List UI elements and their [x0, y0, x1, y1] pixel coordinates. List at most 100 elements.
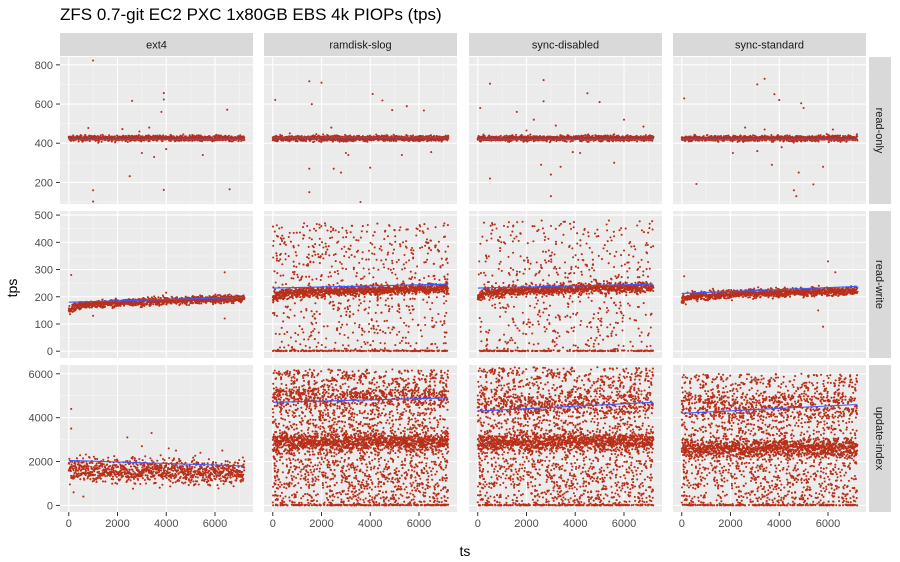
y-tick-label: 400	[35, 237, 53, 249]
data-point	[571, 151, 574, 154]
data-point	[116, 135, 120, 138]
data-point	[515, 110, 518, 113]
panel-read-only-ext4	[60, 57, 253, 204]
y-tick-label: 300	[35, 265, 53, 277]
data-point	[855, 133, 858, 136]
x-axis-title: ts	[460, 543, 471, 559]
data-point	[110, 140, 113, 143]
data-point	[201, 153, 204, 157]
data-point	[146, 303, 149, 306]
y-tick-label: 400	[35, 138, 53, 150]
data-point	[310, 103, 313, 106]
data-point	[68, 304, 71, 308]
facet-grid: ext4 ramdisk-slog sync-disabled sync-standa…	[29, 33, 891, 530]
data-point	[369, 166, 372, 169]
data-point	[800, 102, 803, 105]
data-point	[773, 93, 776, 96]
data-point	[827, 141, 830, 144]
data-point	[140, 151, 143, 155]
data-point	[797, 171, 800, 174]
data-point	[313, 140, 316, 143]
data-point	[308, 167, 311, 170]
y-tick-label: 200	[35, 177, 53, 189]
y-tick-label: 600	[35, 99, 53, 111]
data-point	[322, 133, 325, 136]
data-point	[153, 155, 156, 159]
data-point	[344, 151, 347, 155]
data-point	[162, 134, 165, 137]
data-point	[430, 151, 433, 154]
data-point	[529, 133, 532, 136]
column-strip	[673, 33, 866, 56]
data-point	[121, 128, 124, 131]
data-point	[819, 134, 822, 137]
data-point	[706, 133, 709, 137]
chart-title: ZFS 0.7-git EC2 PXC 1x80GB EBS 4k PIOPs …	[60, 5, 442, 24]
data-point	[308, 191, 311, 194]
data-point	[339, 171, 343, 174]
panel-read-only-ramdisk-slog	[264, 57, 457, 204]
row-strip	[869, 57, 891, 204]
data-point	[642, 125, 645, 128]
data-point	[101, 298, 104, 301]
data-point	[84, 133, 87, 136]
data-point	[792, 189, 795, 192]
data-point	[162, 92, 165, 95]
data-point	[121, 139, 124, 142]
data-point	[591, 134, 594, 137]
y-tick-label: 200	[35, 292, 53, 304]
data-point	[405, 105, 408, 108]
data-point	[92, 59, 95, 62]
data-point	[586, 92, 589, 95]
data-point	[108, 134, 111, 137]
data-point	[786, 134, 789, 137]
data-point	[182, 133, 185, 136]
data-point	[100, 140, 103, 143]
data-point	[488, 134, 491, 137]
data-point	[308, 80, 311, 83]
data-point	[651, 139, 654, 142]
y-axis-title: tps	[4, 279, 20, 298]
data-point	[525, 129, 528, 132]
data-point	[165, 148, 168, 151]
data-point	[347, 153, 350, 157]
data-point	[72, 134, 75, 137]
data-point	[559, 165, 562, 168]
data-point	[756, 150, 759, 153]
data-point	[70, 139, 73, 142]
data-point	[395, 140, 398, 143]
column-strip-label: ext4	[146, 40, 167, 52]
data-point	[695, 182, 698, 186]
data-point	[811, 140, 814, 143]
data-point	[359, 200, 362, 204]
data-point	[652, 135, 655, 138]
data-point	[812, 183, 815, 186]
data-point	[488, 177, 492, 180]
data-point	[795, 195, 798, 198]
data-point	[366, 140, 369, 143]
data-point	[280, 134, 284, 137]
data-point	[822, 165, 825, 168]
data-point	[844, 134, 847, 138]
data-point	[132, 297, 135, 301]
data-point	[381, 99, 384, 102]
data-point	[587, 140, 590, 143]
data-point	[74, 308, 77, 311]
data-point	[717, 140, 720, 143]
data-point	[763, 128, 766, 131]
data-point	[540, 163, 543, 166]
data-point	[622, 118, 626, 121]
data-point	[240, 139, 243, 143]
data-point	[139, 135, 142, 138]
data-point	[103, 305, 106, 308]
data-point	[802, 106, 805, 110]
data-point	[68, 313, 72, 316]
data-point	[780, 146, 783, 149]
column-strip-label: sync-disabled	[532, 40, 599, 52]
data-point	[371, 92, 374, 96]
panel-background	[60, 57, 253, 204]
row-strip-label: read-write	[873, 260, 885, 309]
data-point	[571, 139, 574, 143]
data-point	[532, 118, 535, 121]
